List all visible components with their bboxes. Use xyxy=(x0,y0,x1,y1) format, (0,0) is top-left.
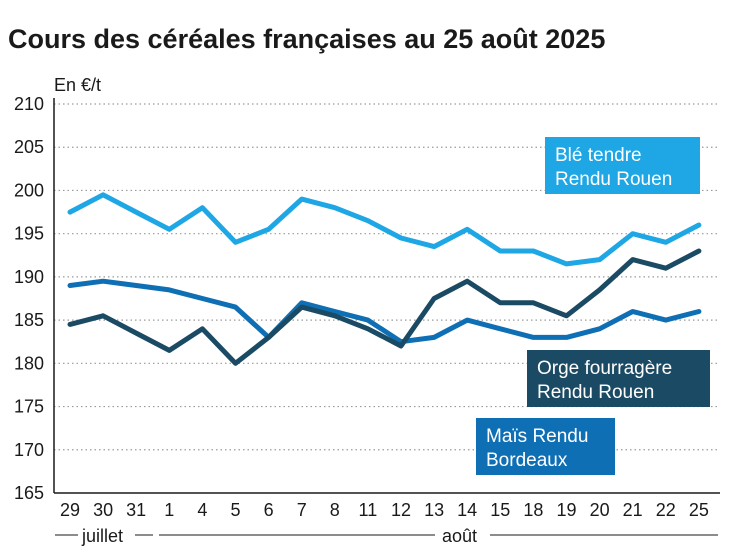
series-lines xyxy=(67,192,702,366)
x-tick-label-21: 21 xyxy=(623,500,643,520)
x-tick-label-1: 1 xyxy=(164,500,174,520)
month-labels: juillet août xyxy=(55,526,718,546)
x-tick-label-13: 13 xyxy=(424,500,444,520)
label-box-ble-tendre xyxy=(545,137,700,194)
x-tick-label-22: 22 xyxy=(656,500,676,520)
x-tick-label-12: 12 xyxy=(391,500,411,520)
x-axis-ticks: 29 30 31 1 4 5 6 7 8 11 12 13 14 15 18 19 20 21 22 25 xyxy=(60,500,709,520)
label-ble-tendre-line2: Rendu Rouen xyxy=(555,169,672,190)
label-ble-tendre: Blé tendre Rendu Rouen xyxy=(545,137,700,194)
y-tick-label-180: 180 xyxy=(14,353,44,373)
series-line-2 xyxy=(67,278,702,345)
x-tick-label-5: 5 xyxy=(230,500,240,520)
y-tick-label-205: 205 xyxy=(14,137,44,157)
label-mais: Maïs Rendu Bordeaux xyxy=(476,418,615,475)
x-tick-label-29: 29 xyxy=(60,500,80,520)
y-tick-label-170: 170 xyxy=(14,440,44,460)
label-box-orge-fourragere xyxy=(527,350,710,407)
series-line-1 xyxy=(67,248,702,366)
series-line-0 xyxy=(67,192,702,267)
x-tick-label-14: 14 xyxy=(457,500,477,520)
x-tick-label-31: 31 xyxy=(126,500,146,520)
label-orge-fourragere: Orge fourragère Rendu Rouen xyxy=(527,350,710,407)
y-tick-label-210: 210 xyxy=(14,94,44,114)
y-tick-label-185: 185 xyxy=(14,310,44,330)
y-tick-label-175: 175 xyxy=(14,397,44,417)
x-tick-label-8: 8 xyxy=(330,500,340,520)
x-tick-label-18: 18 xyxy=(523,500,543,520)
x-tick-label-25: 25 xyxy=(689,500,709,520)
y-tick-label-165: 165 xyxy=(14,483,44,503)
label-mais-line2: Bordeaux xyxy=(486,450,568,471)
x-tick-label-30: 30 xyxy=(93,500,113,520)
label-mais-line1: Maïs Rendu xyxy=(486,426,588,447)
y-tick-label-200: 200 xyxy=(14,180,44,200)
y-axis-unit: En €/t xyxy=(54,75,101,95)
label-ble-tendre-line1: Blé tendre xyxy=(555,145,642,166)
y-axis-ticks: 210 205 200 195 190 185 180 175 170 165 xyxy=(14,94,44,503)
series-labels: Blé tendre Rendu Rouen Orge fourragère R… xyxy=(476,137,710,475)
month-label-juillet: juillet xyxy=(81,526,123,546)
x-tick-label-20: 20 xyxy=(590,500,610,520)
x-tick-label-19: 19 xyxy=(556,500,576,520)
x-tick-label-4: 4 xyxy=(197,500,207,520)
chart-title: Cours des céréales françaises au 25 août… xyxy=(8,24,605,54)
x-tick-label-11: 11 xyxy=(359,500,378,520)
label-box-mais xyxy=(476,418,615,475)
label-orge-line1: Orge fourragère xyxy=(537,358,672,379)
x-tick-label-7: 7 xyxy=(297,500,307,520)
y-tick-label-190: 190 xyxy=(14,267,44,287)
label-orge-line2: Rendu Rouen xyxy=(537,382,654,403)
y-tick-label-195: 195 xyxy=(14,224,44,244)
x-tick-label-15: 15 xyxy=(490,500,510,520)
month-label-aout: août xyxy=(442,526,477,546)
x-tick-label-6: 6 xyxy=(264,500,274,520)
